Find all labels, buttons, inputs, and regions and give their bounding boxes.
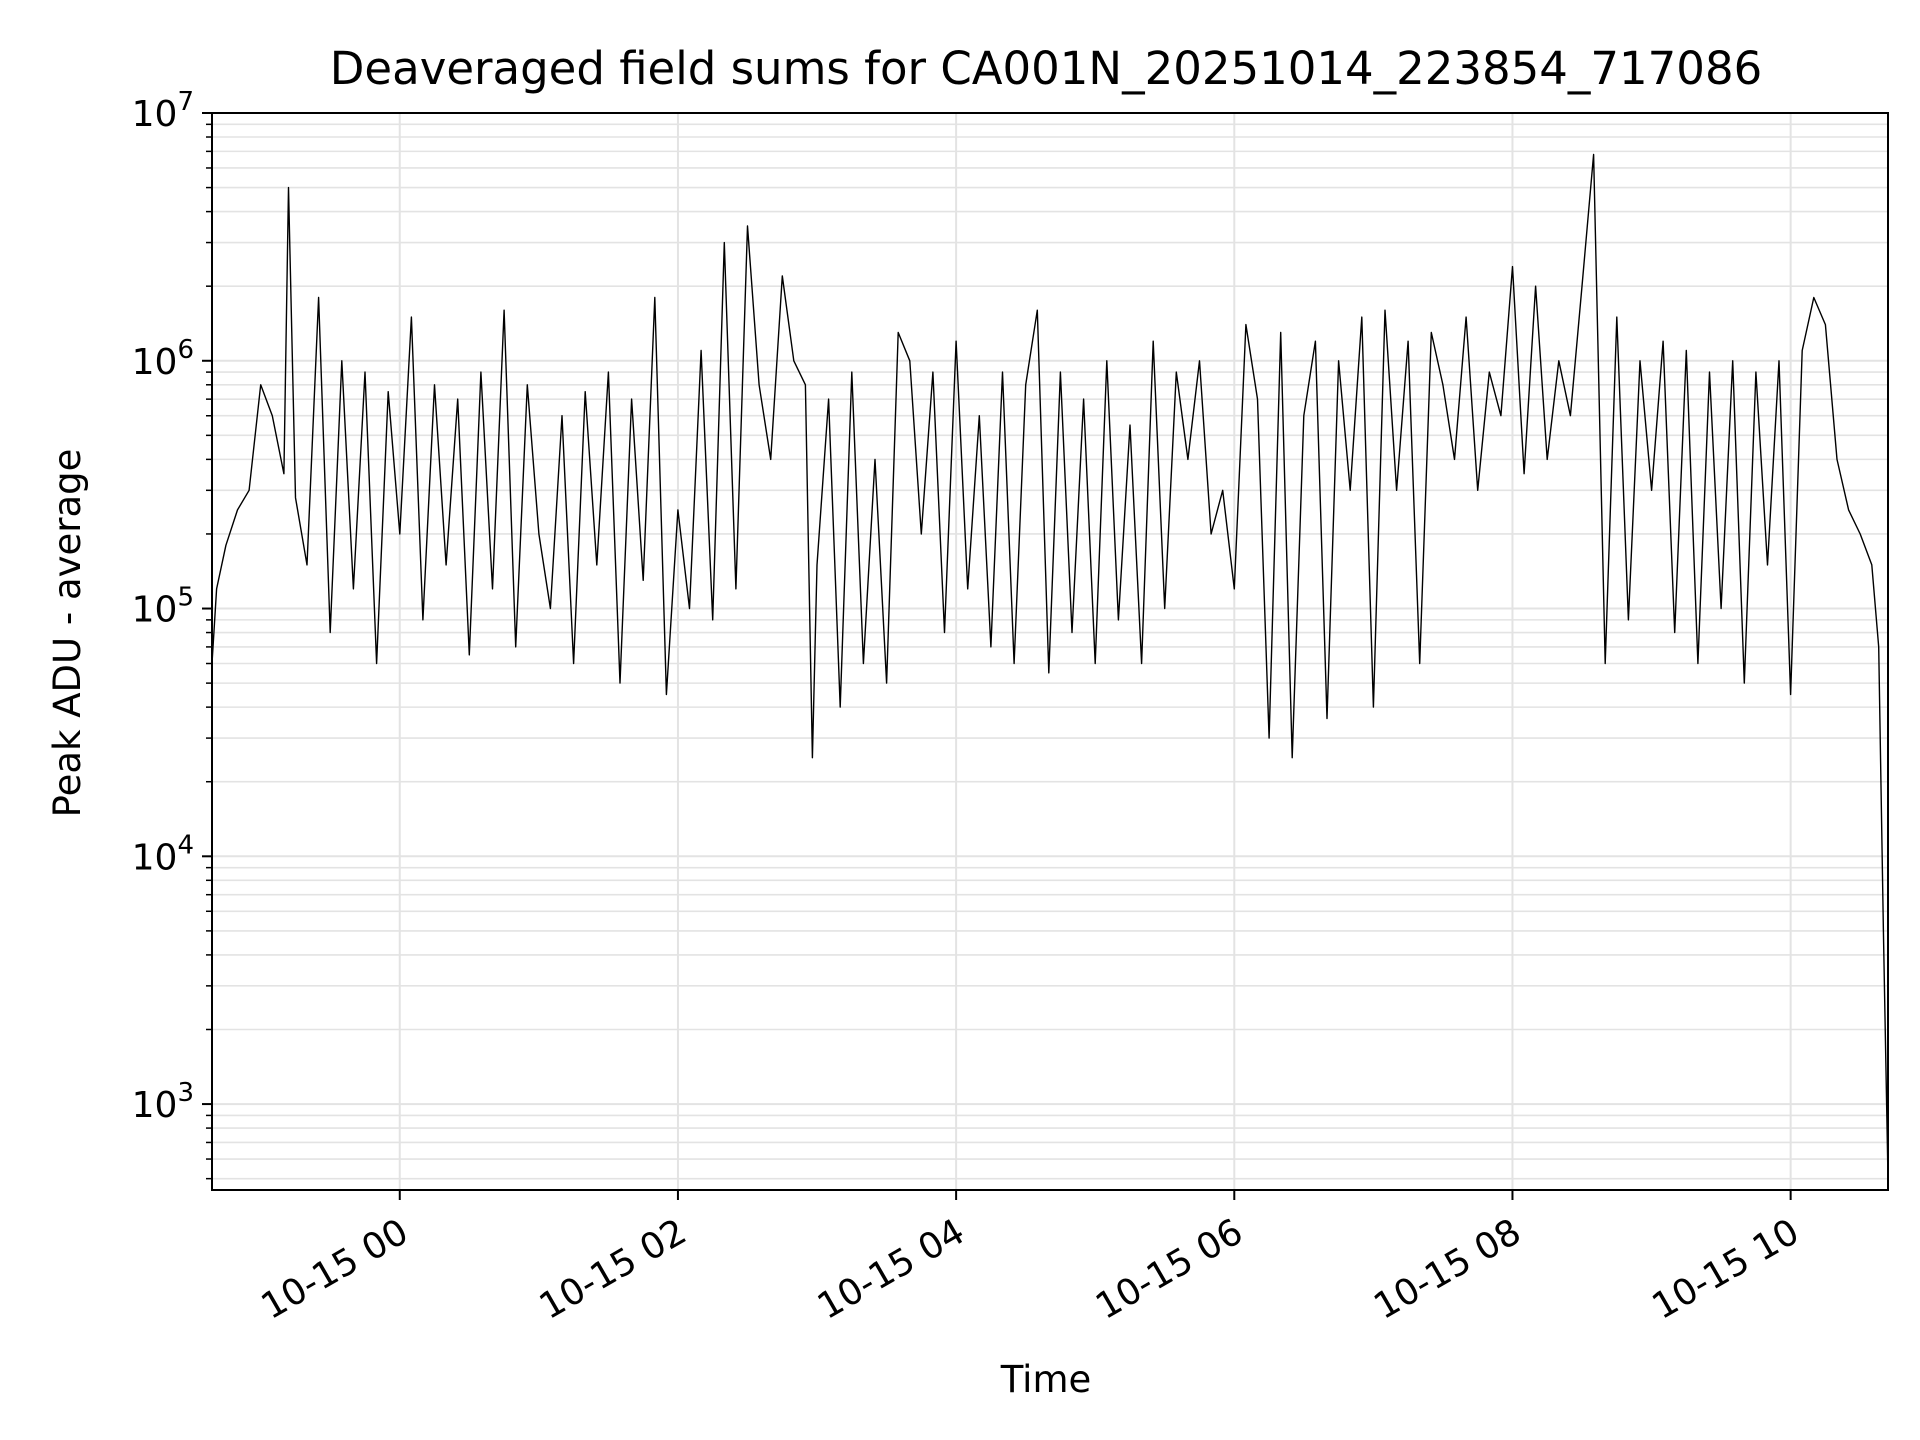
series-line <box>211 153 1889 1179</box>
series <box>211 153 1889 1179</box>
y-tick-label: 103 <box>132 1078 194 1126</box>
y-tick-label: 105 <box>132 583 194 631</box>
y-tick-label: 107 <box>132 87 194 135</box>
chart-title: Deaveraged field sums for CA001N_2025101… <box>330 42 1762 95</box>
y-tick-label: 104 <box>132 830 194 878</box>
x-axis-label: Time <box>1000 1358 1092 1401</box>
y-axis: 103 104 105 106 107 <box>132 87 212 1180</box>
plot-frame <box>211 112 1889 1191</box>
y-axis-label: Peak ADU - average <box>46 449 89 818</box>
y-tick-label: 106 <box>132 335 194 383</box>
